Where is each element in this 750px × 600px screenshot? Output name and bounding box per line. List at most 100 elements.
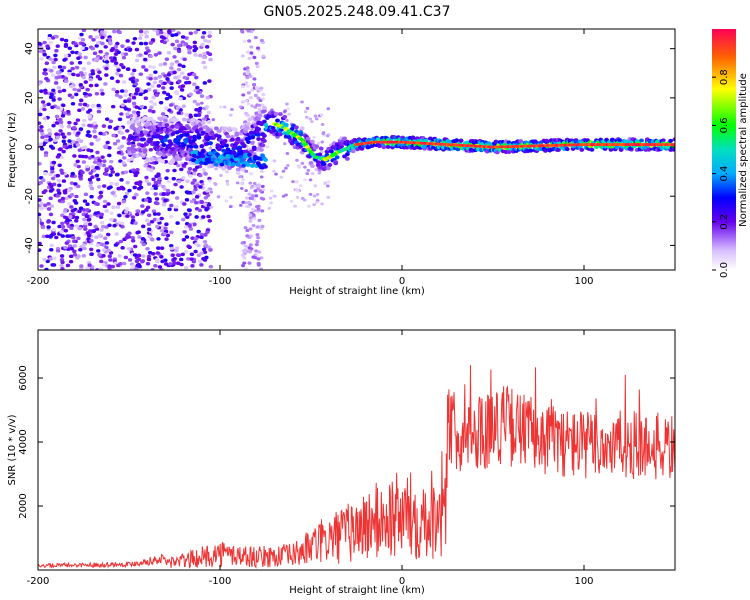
heatmap-cell: [94, 173, 100, 178]
heatmap-cell: [186, 80, 192, 85]
heatmap-cell: [278, 112, 283, 117]
heatmap-cell: [614, 145, 620, 150]
heatmap-cell: [178, 96, 183, 101]
heatmap-cell: [55, 44, 60, 48]
heatmap-cell: [279, 175, 284, 179]
heatmap-cell: [156, 246, 161, 250]
heatmap-cell: [200, 154, 206, 159]
heatmap-cell: [245, 113, 250, 117]
heatmap-cell: [239, 203, 243, 207]
heatmap-cell: [95, 138, 100, 142]
heatmap-cell: [219, 162, 225, 167]
heatmap-cell: [164, 176, 169, 180]
heatmap-cell: [85, 167, 90, 172]
heatmap-cell: [245, 121, 251, 126]
snr-x-label: Height of straight line (km): [289, 585, 425, 596]
heatmap-cell: [39, 201, 44, 206]
heatmap-cell: [344, 146, 350, 151]
colorbar-tick-label: 0.2: [719, 214, 730, 230]
heatmap-cell: [155, 224, 160, 229]
heatmap-cell: [133, 82, 139, 86]
heatmap-cell: [43, 91, 48, 95]
heatmap-cell: [48, 256, 53, 261]
heatmap-cell: [289, 199, 294, 203]
heatmap-cell: [284, 166, 288, 170]
heatmap-cell: [206, 120, 212, 125]
heatmap-cell: [146, 82, 151, 86]
heatmap-cell: [275, 118, 280, 123]
heatmap-cell: [148, 76, 153, 81]
heatmap-cell: [181, 104, 187, 108]
heatmap-cell: [94, 235, 99, 240]
heatmap-cell: [160, 159, 165, 164]
heatmap-cell: [68, 254, 74, 259]
heatmap-cell: [110, 104, 116, 109]
heatmap-cell: [119, 221, 125, 225]
heatmap-cell: [149, 219, 155, 224]
heatmap-cell: [209, 205, 214, 209]
heatmap-cell: [178, 123, 183, 127]
heatmap-cell: [147, 213, 152, 218]
heatmap-cell: [144, 179, 149, 183]
heatmap-cell: [216, 134, 222, 139]
heatmap-cell: [263, 164, 268, 169]
heatmap-cell: [410, 135, 416, 140]
heatmap-cell: [42, 107, 47, 112]
heatmap-cell: [252, 82, 257, 87]
heatmap-cell: [127, 231, 132, 236]
heatmap-cell: [350, 149, 356, 154]
heatmap-cell: [110, 170, 115, 174]
heatmap-cell: [74, 65, 80, 70]
heatmap-cell: [122, 80, 127, 84]
y-tick-label: -20: [24, 188, 35, 204]
heatmap-cell: [246, 91, 251, 95]
heatmap-cell: [140, 204, 145, 208]
heatmap-cell: [163, 118, 168, 123]
heatmap-cell: [608, 147, 614, 152]
heatmap-cell: [159, 35, 165, 39]
heatmap-cell: [119, 63, 124, 67]
heatmap-cell: [191, 72, 197, 77]
heatmap-cell: [317, 171, 322, 175]
heatmap-cell: [50, 105, 55, 110]
heatmap-cell: [98, 215, 104, 219]
heatmap-cell: [78, 206, 84, 211]
heatmap-cell: [69, 226, 74, 231]
heatmap-cell: [188, 227, 194, 231]
heatmap-cell: [55, 173, 61, 178]
heatmap-cell: [153, 180, 158, 185]
heatmap-cell: [115, 89, 120, 94]
heatmap-cell: [121, 55, 127, 60]
heatmap-cell: [282, 142, 287, 146]
heatmap-cell: [38, 121, 42, 125]
heatmap-cell: [134, 47, 140, 52]
heatmap-cell: [57, 224, 62, 229]
heatmap-cell: [40, 135, 45, 140]
heatmap-cell: [124, 210, 129, 214]
heatmap-cell: [194, 195, 200, 199]
heatmap-cell: [241, 264, 246, 268]
heatmap-cell: [135, 167, 140, 172]
heatmap-cell: [639, 138, 644, 143]
heatmap-cell: [74, 219, 79, 223]
heatmap-cell: [201, 55, 207, 60]
chart-title: GN05.2025.248.09.41.C37: [264, 4, 451, 20]
heatmap-cell: [171, 117, 177, 122]
heatmap-cell: [85, 87, 90, 92]
heatmap-cell: [146, 87, 152, 92]
heatmap-cell: [145, 246, 150, 251]
heatmap-cell: [45, 234, 50, 239]
heatmap-cell: [99, 212, 104, 217]
heatmap-cell: [50, 73, 56, 77]
heatmap-cell: [241, 200, 246, 204]
heatmap-cell: [60, 225, 66, 229]
heatmap-cell: [78, 154, 83, 159]
heatmap-cell: [82, 199, 88, 203]
heatmap-cell: [54, 48, 59, 53]
heatmap-cell: [123, 255, 129, 260]
heatmap-cell: [225, 179, 230, 183]
heatmap-cell: [67, 139, 72, 143]
heatmap-cell: [60, 113, 66, 118]
heatmap-cell: [199, 180, 204, 184]
heatmap-cell: [132, 36, 138, 41]
